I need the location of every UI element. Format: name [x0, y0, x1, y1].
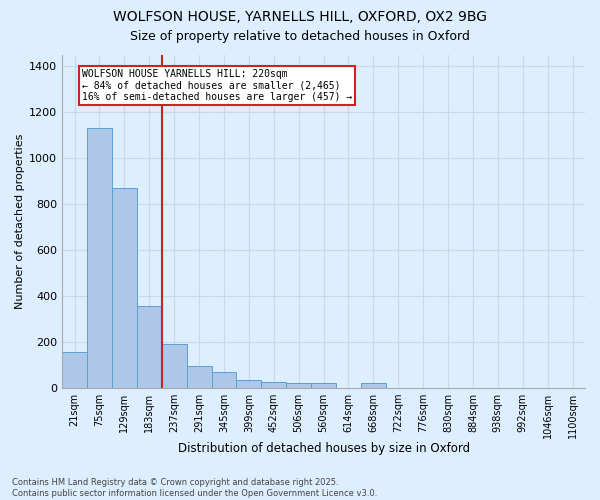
Bar	[87, 128, 112, 388]
Text: WOLFSON HOUSE YARNELLS HILL: 220sqm
← 84% of detached houses are smaller (2,465): WOLFSON HOUSE YARNELLS HILL: 220sqm ← 84…	[82, 69, 352, 102]
Bar	[262, 382, 286, 388]
Bar	[162, 344, 187, 388]
Bar	[212, 372, 236, 388]
X-axis label: Distribution of detached houses by size in Oxford: Distribution of detached houses by size …	[178, 442, 470, 455]
Y-axis label: Number of detached properties: Number of detached properties	[15, 134, 25, 309]
Bar	[361, 383, 386, 388]
Text: Contains HM Land Registry data © Crown copyright and database right 2025.
Contai: Contains HM Land Registry data © Crown c…	[12, 478, 377, 498]
Bar	[112, 188, 137, 388]
Text: WOLFSON HOUSE, YARNELLS HILL, OXFORD, OX2 9BG: WOLFSON HOUSE, YARNELLS HILL, OXFORD, OX…	[113, 10, 487, 24]
Bar	[137, 306, 162, 388]
Text: Size of property relative to detached houses in Oxford: Size of property relative to detached ho…	[130, 30, 470, 43]
Bar	[236, 380, 262, 388]
Bar	[311, 383, 336, 388]
Bar	[187, 366, 212, 388]
Bar	[62, 352, 87, 388]
Bar	[286, 383, 311, 388]
